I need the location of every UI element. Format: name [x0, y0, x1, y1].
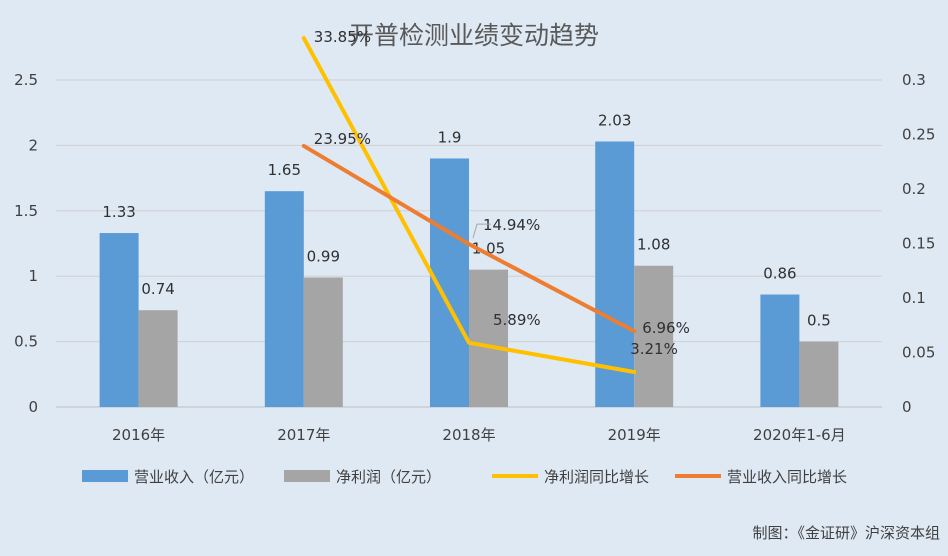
legend-label: 营业收入（亿元）	[134, 468, 254, 486]
chart-footer: 制图：《金证研》沪深资本组	[752, 524, 940, 542]
x-tick-label: 2018年	[442, 426, 495, 444]
data-label: 0.99	[307, 248, 340, 266]
data-label: 14.94%	[483, 216, 540, 234]
line-net-profit-growth	[301, 36, 637, 375]
bar-net-profit	[303, 277, 343, 407]
data-label: 0.74	[141, 280, 174, 298]
data-label: 1.9	[438, 128, 462, 146]
y-right-tick-label: 0.2	[902, 180, 926, 198]
data-label: 3.21%	[630, 340, 678, 358]
data-label: 0.86	[763, 265, 796, 283]
y-right-tick-label: 0.25	[902, 126, 935, 144]
line-revenue-growth	[301, 143, 637, 334]
bar-revenue	[99, 233, 139, 407]
y-left-tick-label: 0.5	[14, 333, 38, 351]
data-label: 5.89%	[493, 311, 541, 329]
bar-net-profit	[138, 310, 178, 407]
bar-revenue	[595, 141, 635, 407]
data-label: 1.05	[472, 240, 505, 258]
y-left-tick-label: 1	[28, 267, 38, 285]
x-tick-label: 2017年	[277, 426, 330, 444]
bar-net-profit	[469, 269, 508, 407]
y-left-tick-label: 0	[28, 398, 38, 416]
y-right-tick-label: 0.15	[902, 235, 935, 253]
x-tick-label: 2016年	[112, 426, 165, 444]
x-tick-label: 2020年1-6月	[753, 426, 846, 444]
legend-label: 净利润（亿元）	[336, 468, 441, 486]
data-label: 2.03	[598, 111, 631, 129]
bar-revenue	[760, 294, 800, 407]
bar-net-profit	[634, 265, 674, 407]
y-left-tick-label: 1.5	[14, 202, 38, 220]
label-leader-line	[472, 223, 491, 239]
bar-net-profit	[799, 341, 839, 407]
data-label: 1.65	[268, 161, 301, 179]
data-label: 6.96%	[642, 319, 690, 337]
y-right-tick-label: 0.1	[902, 289, 926, 307]
chart-title: 开普检测业绩变动趋势	[349, 21, 599, 50]
data-label: 1.08	[637, 236, 670, 254]
y-right-tick-label: 0	[902, 398, 912, 416]
y-right-tick-label: 0.3	[902, 71, 926, 89]
data-label: 23.95%	[314, 130, 371, 148]
data-label: 1.33	[102, 203, 135, 221]
legend-swatch	[284, 470, 330, 482]
data-label: 33.85%	[314, 28, 371, 46]
data-label: 0.5	[807, 312, 831, 330]
legend-swatch	[82, 470, 128, 482]
bar-revenue	[264, 191, 304, 407]
legend-label: 净利润同比增长	[544, 468, 649, 486]
y-right-tick-label: 0.05	[902, 344, 935, 362]
y-left-tick-label: 2	[28, 136, 38, 154]
x-tick-label: 2019年	[608, 426, 661, 444]
legend-label: 营业收入同比增长	[727, 468, 847, 486]
y-left-tick-label: 2.5	[14, 71, 38, 89]
